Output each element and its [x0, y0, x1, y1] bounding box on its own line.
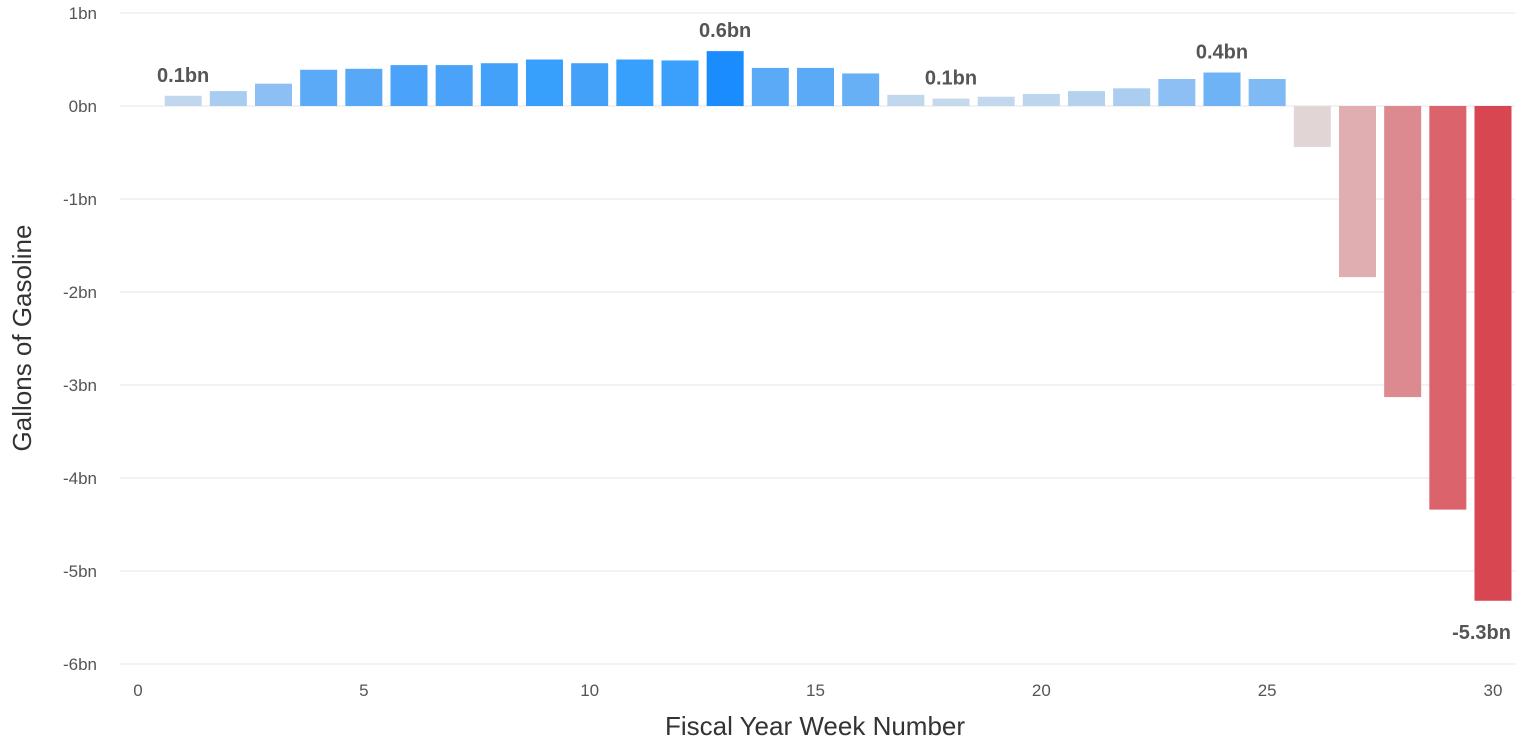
bar-week-2	[209, 91, 247, 106]
bar-week-10	[571, 63, 609, 106]
bar-week-26	[1293, 106, 1331, 147]
x-tick-label: 30	[1484, 681, 1503, 700]
bar-week-4	[300, 69, 338, 106]
bar-week-22	[1113, 88, 1151, 106]
bar-week-18	[932, 98, 970, 106]
bar-week-19	[977, 96, 1015, 106]
bar-week-23	[1158, 79, 1196, 106]
data-labels: 0.1bn 0.6bn 0.1bn 0.4bn -5.3bn	[157, 20, 1511, 644]
bar-week-30	[1474, 106, 1512, 601]
bar-week-24	[1203, 72, 1241, 106]
bar-week-20	[1022, 93, 1060, 106]
x-tick-label: 5	[359, 681, 368, 700]
y-tick-label: -4bn	[63, 469, 97, 488]
bar-week-29	[1429, 106, 1467, 510]
x-tick-label: 10	[580, 681, 599, 700]
y-tick-label: 0bn	[69, 97, 97, 116]
bar-week-8	[480, 63, 518, 106]
bar-week-3	[255, 83, 292, 106]
bar-week-12	[661, 60, 699, 106]
x-axis-title: Fiscal Year Week Number	[665, 711, 965, 741]
bar-week-28	[1384, 106, 1422, 398]
bar-week-15	[797, 67, 834, 106]
bar-week-6	[390, 65, 428, 106]
y-tick-label: -6bn	[63, 655, 97, 674]
y-tick-label: -5bn	[63, 562, 97, 581]
bar-week-27	[1339, 106, 1376, 278]
data-label-week-1: 0.1bn	[157, 65, 209, 87]
x-tick-label: 0	[133, 681, 142, 700]
bars	[164, 51, 1512, 601]
bar-week-7	[435, 65, 473, 106]
y-tick-label: -1bn	[63, 190, 97, 209]
data-label-week-30: -5.3bn	[1452, 622, 1511, 644]
bar-week-11	[616, 59, 654, 106]
bar-week-21	[1068, 91, 1105, 106]
y-axis-ticks: 1bn 0bn -1bn -2bn -3bn -4bn -5bn -6bn	[63, 4, 97, 674]
bar-week-1	[164, 95, 202, 106]
data-label-week-24: 0.4bn	[1196, 42, 1248, 64]
y-axis-title: Gallons of Gasoline	[7, 225, 37, 452]
data-label-week-18: 0.1bn	[925, 68, 977, 90]
bar-week-5	[345, 68, 383, 106]
x-tick-label: 25	[1258, 681, 1277, 700]
bar-week-9	[526, 59, 563, 106]
y-tick-label: 1bn	[69, 4, 97, 23]
bar-week-25	[1248, 79, 1286, 106]
y-tick-label: -3bn	[63, 376, 97, 395]
data-label-week-13: 0.6bn	[699, 20, 751, 42]
bar-week-16	[842, 73, 880, 106]
bar-week-14	[751, 67, 789, 106]
x-axis-ticks: 0 5 10 15 20 25 30	[133, 681, 1502, 700]
x-tick-label: 15	[806, 681, 825, 700]
y-tick-label: -2bn	[63, 283, 97, 302]
bar-week-13	[706, 51, 744, 106]
x-tick-label: 20	[1032, 681, 1051, 700]
bar-week-17	[887, 94, 925, 106]
